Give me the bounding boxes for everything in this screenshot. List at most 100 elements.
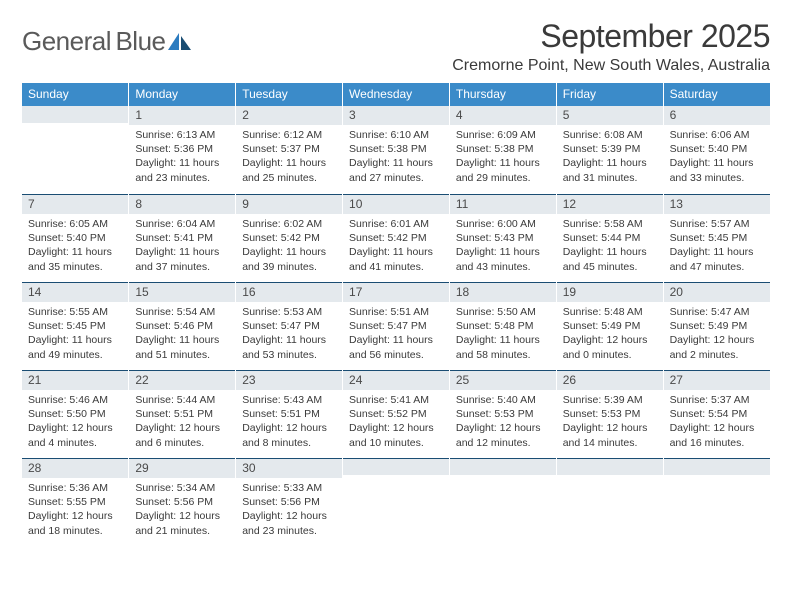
calendar-day-cell: 17Sunrise: 5:51 AMSunset: 5:47 PMDayligh… [343, 282, 450, 370]
daylight-line: Daylight: 12 hours and 21 minutes. [135, 509, 229, 537]
day-number-bar: 10 [343, 194, 449, 214]
sunset-line: Sunset: 5:42 PM [349, 231, 443, 245]
day-details: Sunrise: 5:50 AMSunset: 5:48 PMDaylight:… [450, 302, 556, 366]
day-details: Sunrise: 6:08 AMSunset: 5:39 PMDaylight:… [557, 125, 663, 189]
sunrise-line: Sunrise: 5:58 AM [563, 217, 657, 231]
daylight-line: Daylight: 12 hours and 16 minutes. [670, 421, 764, 449]
daylight-line: Daylight: 12 hours and 4 minutes. [28, 421, 122, 449]
sunrise-line: Sunrise: 5:37 AM [670, 393, 764, 407]
logo-text-general: General [22, 26, 111, 56]
sunset-line: Sunset: 5:41 PM [135, 231, 229, 245]
sunrise-line: Sunrise: 5:51 AM [349, 305, 443, 319]
day-number-bar: 19 [557, 282, 663, 302]
sunset-line: Sunset: 5:40 PM [28, 231, 122, 245]
day-details: Sunrise: 5:40 AMSunset: 5:53 PMDaylight:… [450, 390, 556, 454]
sunset-line: Sunset: 5:46 PM [135, 319, 229, 333]
daylight-line: Daylight: 11 hours and 23 minutes. [135, 156, 229, 184]
calendar-day-cell: 15Sunrise: 5:54 AMSunset: 5:46 PMDayligh… [129, 282, 236, 370]
day-details: Sunrise: 5:55 AMSunset: 5:45 PMDaylight:… [22, 302, 128, 366]
day-number-bar: 4 [450, 106, 556, 125]
sunset-line: Sunset: 5:38 PM [456, 142, 550, 156]
daylight-line: Daylight: 12 hours and 0 minutes. [563, 333, 657, 361]
sunrise-line: Sunrise: 5:47 AM [670, 305, 764, 319]
sunrise-line: Sunrise: 5:57 AM [670, 217, 764, 231]
calendar-day-cell: 29Sunrise: 5:34 AMSunset: 5:56 PMDayligh… [129, 458, 236, 546]
sunrise-line: Sunrise: 6:12 AM [242, 128, 336, 142]
sunset-line: Sunset: 5:56 PM [242, 495, 336, 509]
calendar-day-cell: 16Sunrise: 5:53 AMSunset: 5:47 PMDayligh… [236, 282, 343, 370]
day-details: Sunrise: 5:47 AMSunset: 5:49 PMDaylight:… [664, 302, 770, 366]
day-details: Sunrise: 5:43 AMSunset: 5:51 PMDaylight:… [236, 390, 342, 454]
day-details: Sunrise: 5:44 AMSunset: 5:51 PMDaylight:… [129, 390, 235, 454]
sunset-line: Sunset: 5:37 PM [242, 142, 336, 156]
logo: General Blue [22, 18, 192, 57]
sunset-line: Sunset: 5:49 PM [670, 319, 764, 333]
calendar-day-cell: 10Sunrise: 6:01 AMSunset: 5:42 PMDayligh… [343, 194, 450, 282]
daylight-line: Daylight: 11 hours and 27 minutes. [349, 156, 443, 184]
weekday-header: Monday [129, 83, 236, 106]
sunset-line: Sunset: 5:36 PM [135, 142, 229, 156]
day-details: Sunrise: 5:54 AMSunset: 5:46 PMDaylight:… [129, 302, 235, 366]
daylight-line: Daylight: 11 hours and 25 minutes. [242, 156, 336, 184]
daylight-line: Daylight: 11 hours and 33 minutes. [670, 156, 764, 184]
calendar-day-cell: 21Sunrise: 5:46 AMSunset: 5:50 PMDayligh… [22, 370, 129, 458]
daylight-line: Daylight: 12 hours and 14 minutes. [563, 421, 657, 449]
day-details: Sunrise: 5:37 AMSunset: 5:54 PMDaylight:… [664, 390, 770, 454]
page-header: General Blue September 2025 Cremorne Poi… [22, 18, 770, 75]
day-details: Sunrise: 6:02 AMSunset: 5:42 PMDaylight:… [236, 214, 342, 278]
sunset-line: Sunset: 5:44 PM [563, 231, 657, 245]
location-subtitle: Cremorne Point, New South Wales, Austral… [452, 57, 770, 75]
calendar-day-cell: 18Sunrise: 5:50 AMSunset: 5:48 PMDayligh… [449, 282, 556, 370]
sunrise-line: Sunrise: 5:40 AM [456, 393, 550, 407]
calendar-day-cell: 28Sunrise: 5:36 AMSunset: 5:55 PMDayligh… [22, 458, 129, 546]
day-details: Sunrise: 6:06 AMSunset: 5:40 PMDaylight:… [664, 125, 770, 189]
calendar-empty-cell [22, 106, 129, 194]
daylight-line: Daylight: 12 hours and 2 minutes. [670, 333, 764, 361]
sunset-line: Sunset: 5:53 PM [563, 407, 657, 421]
daylight-line: Daylight: 11 hours and 47 minutes. [670, 245, 764, 273]
calendar-day-cell: 30Sunrise: 5:33 AMSunset: 5:56 PMDayligh… [236, 458, 343, 546]
calendar-day-cell: 25Sunrise: 5:40 AMSunset: 5:53 PMDayligh… [449, 370, 556, 458]
daylight-line: Daylight: 11 hours and 45 minutes. [563, 245, 657, 273]
sunset-line: Sunset: 5:51 PM [242, 407, 336, 421]
day-number-bar: 6 [664, 106, 770, 125]
day-number-bar [664, 458, 770, 475]
daylight-line: Daylight: 12 hours and 8 minutes. [242, 421, 336, 449]
calendar-day-cell: 27Sunrise: 5:37 AMSunset: 5:54 PMDayligh… [663, 370, 770, 458]
day-details: Sunrise: 5:33 AMSunset: 5:56 PMDaylight:… [236, 478, 342, 542]
sunrise-line: Sunrise: 5:43 AM [242, 393, 336, 407]
day-number-bar: 17 [343, 282, 449, 302]
calendar-empty-cell [556, 458, 663, 546]
daylight-line: Daylight: 11 hours and 58 minutes. [456, 333, 550, 361]
sunset-line: Sunset: 5:39 PM [563, 142, 657, 156]
daylight-line: Daylight: 11 hours and 43 minutes. [456, 245, 550, 273]
daylight-line: Daylight: 12 hours and 18 minutes. [28, 509, 122, 537]
day-number-bar [22, 106, 128, 123]
day-number-bar: 29 [129, 458, 235, 478]
day-number-bar: 2 [236, 106, 342, 125]
calendar-day-cell: 9Sunrise: 6:02 AMSunset: 5:42 PMDaylight… [236, 194, 343, 282]
sunset-line: Sunset: 5:45 PM [28, 319, 122, 333]
calendar-day-cell: 2 Sunrise: 6:12 AMSunset: 5:37 PMDaylight… [236, 106, 343, 194]
sunset-line: Sunset: 5:40 PM [670, 142, 764, 156]
day-number-bar: 20 [664, 282, 770, 302]
calendar-day-cell: 12Sunrise: 5:58 AMSunset: 5:44 PMDayligh… [556, 194, 663, 282]
day-number-bar [450, 458, 556, 475]
day-details: Sunrise: 5:58 AMSunset: 5:44 PMDaylight:… [557, 214, 663, 278]
daylight-line: Daylight: 11 hours and 35 minutes. [28, 245, 122, 273]
title-block: September 2025 Cremorne Point, New South… [452, 18, 770, 75]
daylight-line: Daylight: 11 hours and 41 minutes. [349, 245, 443, 273]
sunrise-line: Sunrise: 5:36 AM [28, 481, 122, 495]
daylight-line: Daylight: 12 hours and 6 minutes. [135, 421, 229, 449]
day-number-bar: 21 [22, 370, 128, 390]
calendar-day-cell: 19Sunrise: 5:48 AMSunset: 5:49 PMDayligh… [556, 282, 663, 370]
logo-sail-icon [168, 33, 192, 51]
calendar-day-cell: 22Sunrise: 5:44 AMSunset: 5:51 PMDayligh… [129, 370, 236, 458]
calendar-empty-cell [663, 458, 770, 546]
sunset-line: Sunset: 5:50 PM [28, 407, 122, 421]
calendar-day-cell: 14Sunrise: 5:55 AMSunset: 5:45 PMDayligh… [22, 282, 129, 370]
day-number-bar: 16 [236, 282, 342, 302]
sunset-line: Sunset: 5:51 PM [135, 407, 229, 421]
sunrise-line: Sunrise: 6:10 AM [349, 128, 443, 142]
weekday-header: Saturday [663, 83, 770, 106]
